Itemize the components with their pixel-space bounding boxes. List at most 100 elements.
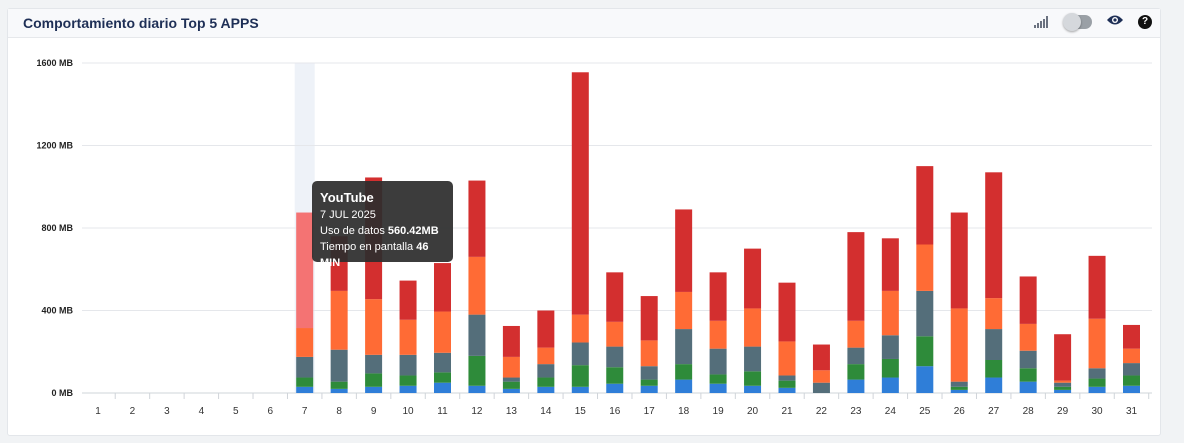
- bar-segment: [502, 388, 520, 393]
- bar-segment: [330, 381, 348, 389]
- bar-segment: [434, 263, 451, 312]
- bar-segment: [365, 373, 383, 387]
- bar-segment: [502, 356, 520, 378]
- bar-segment: [916, 366, 934, 393]
- bar-segment: [1054, 334, 1072, 381]
- chart-title: Comportamiento diario Top 5 APPS: [23, 15, 259, 31]
- y-tick-label: 0 MB: [51, 388, 73, 398]
- tooltip-screen-time: Tiempo en pantalla 46 MIN: [320, 239, 445, 271]
- bar-segment: [675, 329, 693, 365]
- y-tick-label: 400 MB: [41, 306, 73, 316]
- tooltip-data-value: 560.42MB: [387, 225, 439, 237]
- bar-segment: [1088, 318, 1106, 369]
- bar-segment: [950, 386, 968, 390]
- x-tick-label: 23: [850, 406, 862, 417]
- bar-segment: [468, 314, 486, 356]
- bar-segment: [881, 358, 899, 378]
- bar-segment: [709, 383, 727, 393]
- bar-segment: [502, 325, 520, 357]
- x-tick-label: 21: [781, 406, 793, 417]
- bar-segment: [985, 298, 1003, 330]
- bar-segment: [812, 370, 830, 383]
- bar-segment: [709, 272, 727, 321]
- bar-segment: [881, 335, 899, 359]
- x-tick-label: 5: [233, 406, 239, 417]
- bar-segment: [847, 364, 865, 380]
- x-tick-label: 26: [954, 406, 966, 417]
- bar-segment: [985, 172, 1003, 299]
- tooltip-screen-label: Tiempo en pantalla: [320, 241, 414, 253]
- tooltip-app: YouTube: [320, 190, 374, 205]
- bar-segment: [296, 377, 314, 387]
- bar-segment: [709, 348, 727, 375]
- bar-segment: [571, 342, 589, 366]
- bar-segment: [985, 377, 1003, 393]
- x-tick-label: 15: [575, 406, 587, 417]
- bar-segment: [468, 355, 486, 386]
- bar-segment: [1054, 386, 1072, 390]
- bar-segment: [571, 314, 589, 343]
- bar-segment: [502, 381, 520, 389]
- bar-segment: [468, 256, 486, 315]
- bar-segment: [1123, 385, 1140, 393]
- bar-segment: [365, 354, 383, 374]
- x-tick-label: 17: [644, 406, 656, 417]
- x-tick-label: 25: [919, 406, 931, 417]
- bar-segment: [847, 379, 865, 393]
- bar-segment: [950, 212, 968, 309]
- bar-segment: [606, 367, 624, 384]
- y-tick-label: 1200 MB: [36, 141, 73, 151]
- eye-icon[interactable]: [1106, 13, 1124, 31]
- bar-segment: [606, 346, 624, 368]
- bar-segment: [640, 385, 658, 393]
- bar-segment: [1088, 378, 1106, 387]
- bar-segment: [571, 72, 589, 315]
- bar-segment: [881, 238, 899, 291]
- tooltip-screen-value: 46 MIN: [320, 241, 429, 269]
- x-tick-label: 28: [1023, 406, 1035, 417]
- bar-segment: [399, 354, 417, 376]
- x-tick-label: 11: [437, 406, 448, 417]
- x-tick-label: 30: [1091, 406, 1103, 417]
- x-tick-label: 16: [609, 406, 621, 417]
- bar-segment: [434, 382, 451, 393]
- bar-segment: [399, 319, 417, 355]
- x-tick-label: 6: [267, 406, 273, 417]
- bar-segment: [709, 320, 727, 349]
- bar-segment: [502, 377, 520, 382]
- bar-segment: [571, 365, 589, 387]
- bar-segment: [950, 389, 968, 393]
- bar-segment: [1019, 368, 1037, 382]
- y-tick-label: 800 MB: [41, 223, 73, 233]
- bar-segment: [399, 385, 417, 393]
- bar-segment: [434, 372, 451, 383]
- bar-segment: [537, 377, 555, 387]
- bar-segment: [778, 387, 796, 393]
- help-icon[interactable]: ?: [1138, 15, 1152, 29]
- bar-segment: [950, 381, 968, 387]
- bar-segment: [296, 356, 314, 378]
- bar-segment: [434, 352, 451, 373]
- x-tick-label: 4: [199, 406, 205, 417]
- toggle-switch[interactable]: [1063, 13, 1092, 31]
- bar-segment: [1019, 381, 1037, 393]
- bar-segment: [778, 380, 796, 388]
- bar-segment: [1054, 389, 1072, 393]
- bar-segment: [1019, 323, 1037, 351]
- bar-segment: [847, 320, 865, 348]
- bar-segment: [778, 282, 796, 342]
- bar-segment: [847, 347, 865, 365]
- bar-segment: [1123, 363, 1140, 376]
- x-tick-label: 9: [371, 406, 377, 417]
- bar-segment: [812, 344, 830, 371]
- bar-segment: [537, 364, 555, 378]
- bar-segment: [468, 180, 486, 257]
- bar-segment: [537, 310, 555, 348]
- bar-segment: [571, 386, 589, 393]
- signal-icon[interactable]: [1034, 16, 1050, 28]
- bar-segment: [1088, 368, 1106, 379]
- x-tick-label: 31: [1126, 406, 1138, 417]
- y-tick-label: 1600 MB: [36, 58, 73, 68]
- bar-segment: [916, 166, 934, 245]
- bar-segment: [985, 329, 1003, 360]
